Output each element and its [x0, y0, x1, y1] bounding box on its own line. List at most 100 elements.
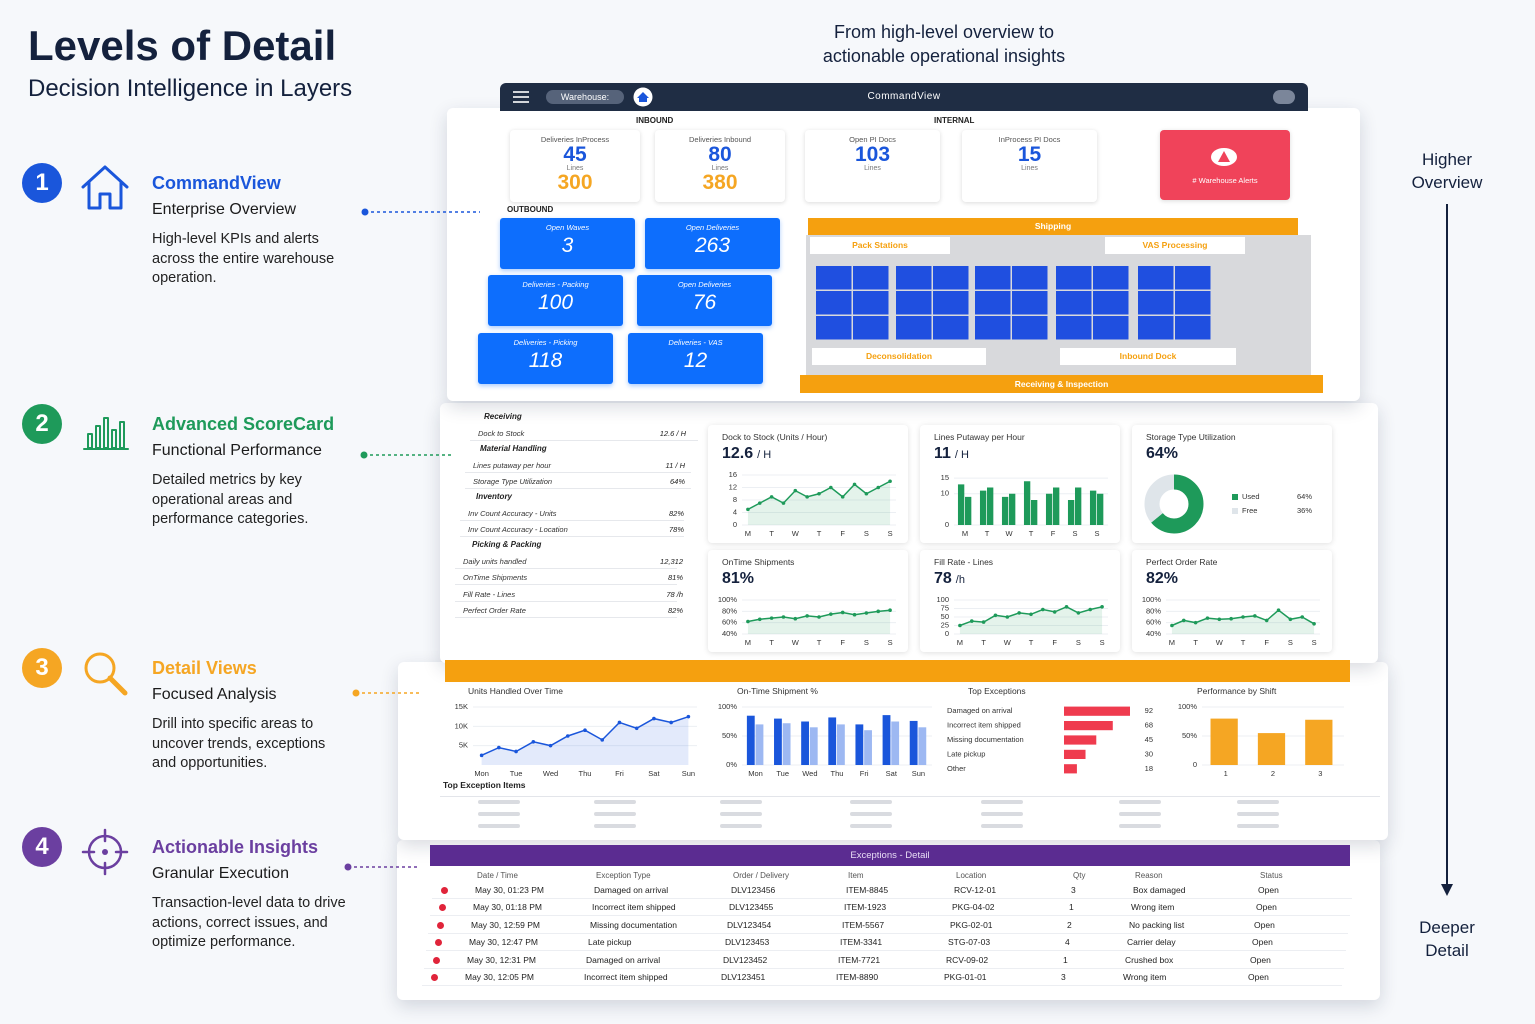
metric-label: OnTime Shipments [463, 573, 528, 582]
point [686, 714, 691, 719]
storage-bin [853, 316, 889, 340]
x-tick-label: Wed [802, 769, 817, 778]
bar [1257, 733, 1286, 765]
bar [1089, 490, 1097, 525]
storage-bin [1138, 266, 1174, 290]
point [817, 615, 821, 619]
point [876, 609, 881, 614]
x-tick-label: S [1100, 638, 1105, 647]
x-tick-label: T [817, 638, 822, 647]
cell: Incorrect item shipped [584, 972, 668, 982]
y-tick-label: 50% [1182, 731, 1197, 740]
bar [891, 721, 900, 765]
point [1029, 612, 1033, 617]
point [1005, 615, 1010, 619]
point [548, 743, 553, 748]
card-headline: 82% [1146, 570, 1178, 588]
x-tick-label: S [1312, 638, 1317, 647]
column-header: Date / Time [477, 871, 518, 880]
placeholder-text [720, 812, 762, 816]
point [757, 501, 762, 505]
storage-bin [896, 316, 932, 340]
storage-bin [1012, 266, 1048, 290]
cell: 2 [1067, 919, 1072, 930]
cell: Damaged on arrival [594, 885, 669, 895]
point [514, 749, 518, 754]
point [1229, 616, 1233, 621]
status-dot [431, 974, 438, 981]
storage-bin [933, 316, 969, 340]
storage-bin [896, 266, 932, 290]
outbound-card: Deliveries - VAS 12 [628, 333, 763, 384]
y-tick-label: 4 [733, 507, 737, 516]
metric-card [1132, 550, 1332, 652]
point [617, 720, 622, 725]
headline-value: 78 [934, 570, 952, 587]
cell: Missing documentation [590, 919, 677, 930]
icon-lens [84, 652, 116, 684]
outbound-card: Deliveries - Packing 100 [488, 275, 623, 326]
storage-bin [1175, 316, 1211, 340]
y-tick-label: 75 [941, 603, 949, 612]
y-tick-label: 0 [1193, 760, 1197, 769]
section-label: INTERNAL [934, 116, 975, 125]
metric-value: 11 / H [665, 460, 685, 470]
y-tick-label: 15K [455, 702, 468, 711]
x-tick-label: Wed [543, 769, 558, 778]
icon-roof [81, 165, 129, 189]
connector [352, 689, 422, 697]
placeholder-text [981, 824, 1023, 828]
cell: Open [1258, 885, 1279, 895]
outbound-value: 263 [694, 234, 731, 257]
level-description: Drill into specific areas to uncover tre… [152, 716, 326, 771]
level-description: Transaction-level data to drive actions,… [152, 895, 346, 950]
headline-value: 81% [722, 570, 755, 587]
legend-value: 36% [1297, 506, 1312, 515]
cell: 3 [1071, 885, 1076, 895]
metric-label: Inv Count Accuracy - Units [468, 508, 557, 518]
card-title: Units Handled Over Time [468, 686, 563, 696]
level-name: Detail Views [152, 658, 257, 678]
card-title: Top Exceptions [968, 686, 1026, 696]
point [757, 617, 762, 622]
y-tick-label: 40% [1146, 629, 1161, 638]
y-tick-label: 5K [459, 741, 468, 750]
user-button [1273, 90, 1295, 104]
value-label: 92 [1145, 706, 1153, 715]
placeholder-text [1119, 800, 1161, 804]
legend-value: 64% [1297, 492, 1312, 501]
zone-label: Pack Stations [810, 237, 950, 254]
scale-top: Higher Overview [1411, 150, 1483, 192]
bar [987, 487, 994, 525]
level-name: Actionable Insights [152, 837, 319, 857]
cell: Box damaged [1133, 885, 1186, 895]
cell: Damaged on arrival [586, 954, 661, 965]
kpi-value-2: 380 [702, 171, 738, 194]
point [981, 620, 986, 624]
headline-value: 11 [934, 445, 951, 462]
x-tick-label: Sun [682, 769, 695, 778]
cell: Late pickup [588, 937, 632, 948]
bar [1045, 493, 1053, 525]
x-tick-label: T [1029, 638, 1034, 647]
point [1076, 611, 1081, 615]
kpi-card: Deliveries InProcess 45 Lines 300 [510, 130, 640, 202]
x-tick-label: F [1264, 638, 1269, 647]
metric-label: Daily units handled [463, 556, 527, 566]
card-title: OnTime Shipments [722, 557, 795, 567]
x-tick-label: S [1076, 638, 1081, 647]
column-header: Reason [1135, 871, 1163, 880]
cell: PKG-02-01 [950, 919, 993, 930]
outbound-card: Open Deliveries 76 [637, 275, 772, 326]
bar [828, 717, 837, 765]
storage-block [896, 266, 969, 340]
outbound-label: Open Deliveries [677, 280, 732, 289]
point [1181, 618, 1186, 623]
value-label: 30 [1145, 749, 1153, 758]
headline-unit: / H [954, 449, 969, 461]
value-label: 18 [1145, 764, 1153, 773]
y-tick-label: 100% [718, 702, 738, 711]
cell: Open [1250, 954, 1271, 965]
metric-label: Fill Rate - Lines [463, 589, 516, 599]
legend-label: Free [1242, 506, 1257, 515]
